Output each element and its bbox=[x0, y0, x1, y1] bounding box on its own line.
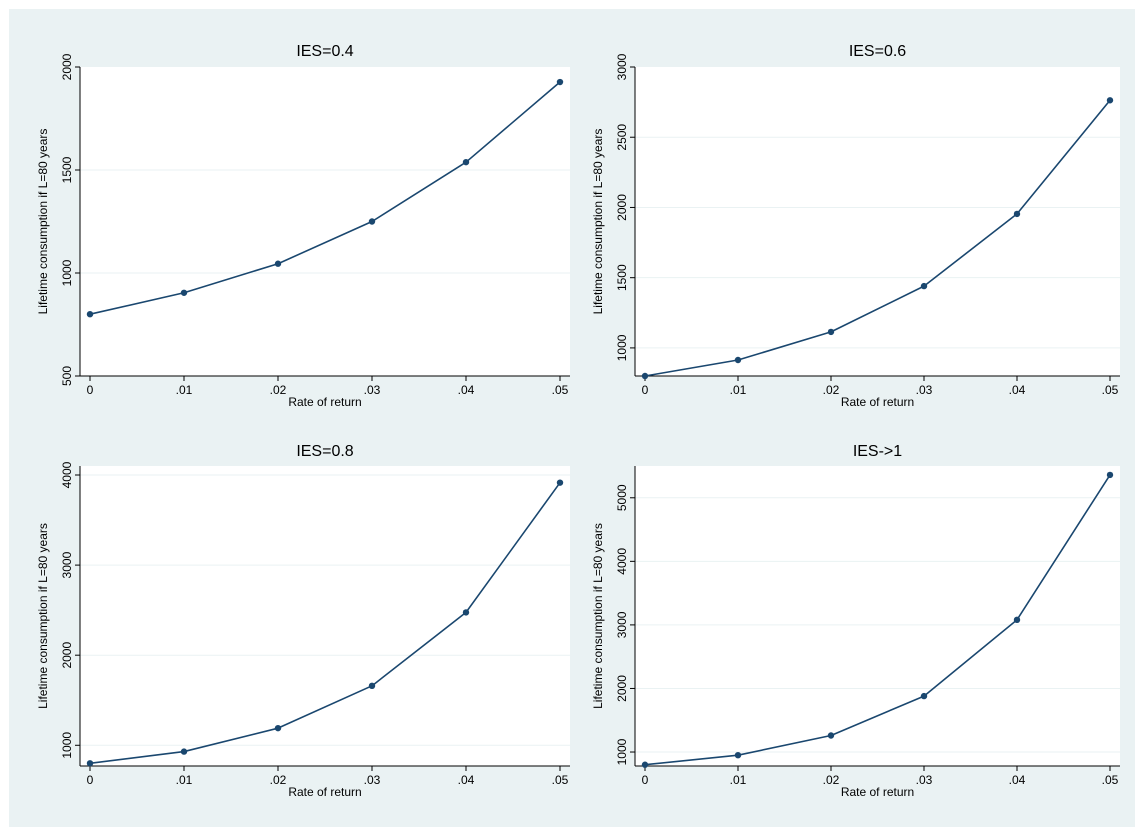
x-tick-label: 0 bbox=[87, 383, 94, 397]
y-tick-label: 500 bbox=[60, 366, 74, 386]
data-point bbox=[827, 328, 835, 336]
plot-area bbox=[635, 67, 1120, 376]
data-point bbox=[920, 282, 928, 290]
x-tick-label: .01 bbox=[730, 773, 747, 787]
x-tick-label: 0 bbox=[87, 773, 94, 787]
panel-title: IES=0.6 bbox=[849, 43, 906, 60]
x-tick-label: .05 bbox=[1102, 383, 1119, 397]
data-point bbox=[462, 158, 470, 166]
data-point bbox=[1106, 471, 1114, 479]
series-line bbox=[89, 482, 561, 765]
x-tick-label: .02 bbox=[270, 773, 287, 787]
data-point bbox=[368, 218, 376, 225]
x-tick-label: .04 bbox=[1009, 773, 1026, 787]
data-point bbox=[641, 372, 649, 380]
data-point bbox=[274, 260, 282, 267]
series-line bbox=[644, 474, 1111, 766]
y-tick-label: 1500 bbox=[60, 156, 74, 183]
x-axis-title: Rate of return bbox=[841, 395, 914, 409]
data-point bbox=[641, 761, 649, 768]
y-tick-label: 2000 bbox=[60, 53, 74, 80]
y-tick-label: 1000 bbox=[60, 732, 74, 759]
y-tick-label: 2500 bbox=[615, 124, 629, 151]
panel-1: 500 1000 1500 2000 0 .01 .02 .03 .04 .05 Rate of r… bbox=[36, 43, 570, 409]
series-line bbox=[89, 81, 561, 315]
x-tick-label: .02 bbox=[823, 383, 840, 397]
y-tick-label: 4000 bbox=[615, 548, 629, 575]
y-tick-label: 4000 bbox=[60, 461, 74, 488]
y-tick-label: 5000 bbox=[615, 484, 629, 511]
y-tick-label: 1000 bbox=[615, 334, 629, 361]
x-tick-label: .05 bbox=[552, 773, 569, 787]
panel-title: IES=0.8 bbox=[296, 443, 353, 460]
data-point bbox=[86, 760, 94, 767]
x-axis-title: Rate of return bbox=[288, 785, 361, 799]
x-tick-label: .05 bbox=[1102, 773, 1119, 787]
data-point bbox=[556, 78, 564, 86]
data-point bbox=[274, 724, 282, 732]
x-tick-label: .01 bbox=[176, 773, 193, 787]
data-point bbox=[86, 311, 94, 318]
plot-area bbox=[635, 466, 1120, 766]
data-point bbox=[734, 751, 742, 759]
x-axis-title: Rate of return bbox=[288, 395, 361, 409]
data-point bbox=[556, 479, 564, 486]
y-tick-label: 1000 bbox=[615, 738, 629, 765]
y-tick-label: 1000 bbox=[60, 259, 74, 286]
x-tick-label: .04 bbox=[458, 383, 475, 397]
plot-area bbox=[80, 466, 570, 766]
data-point bbox=[1013, 210, 1021, 218]
x-tick-label: 0 bbox=[642, 773, 649, 787]
data-point bbox=[1106, 97, 1114, 104]
y-tick-label: 3000 bbox=[60, 551, 74, 578]
y-axis-title: Lifetime consumption if L=80 years bbox=[591, 523, 605, 709]
panel-4: 1000 2000 3000 4000 5000 0 .01 .02 .03 .04 .05 Rate… bbox=[591, 443, 1120, 799]
x-tick-label: .02 bbox=[270, 383, 287, 397]
x-axis-title: Rate of return bbox=[841, 785, 914, 799]
panel-title: IES->1 bbox=[853, 443, 902, 460]
y-tick-label: 2000 bbox=[615, 675, 629, 702]
data-point bbox=[180, 748, 188, 755]
data-point bbox=[462, 609, 470, 616]
data-point bbox=[368, 682, 376, 690]
panels-group: 500 1000 1500 2000 0 .01 .02 .03 .04 .05 Rate of r… bbox=[36, 43, 1120, 799]
data-point bbox=[1013, 616, 1021, 624]
y-tick-label: 3000 bbox=[615, 53, 629, 80]
x-tick-label: .03 bbox=[916, 773, 933, 787]
plot-area bbox=[80, 67, 570, 376]
panel-title: IES=0.4 bbox=[296, 43, 353, 60]
x-tick-label: .02 bbox=[823, 773, 840, 787]
x-tick-label: .01 bbox=[176, 383, 193, 397]
y-tick-label: 2000 bbox=[615, 194, 629, 221]
series-line bbox=[644, 99, 1111, 377]
x-tick-label: .01 bbox=[730, 383, 747, 397]
data-point bbox=[180, 289, 188, 296]
x-tick-label: .05 bbox=[552, 383, 569, 397]
data-point bbox=[827, 732, 835, 739]
x-tick-label: .04 bbox=[458, 773, 475, 787]
x-tick-label: .03 bbox=[364, 383, 381, 397]
x-tick-label: .04 bbox=[1009, 383, 1026, 397]
x-tick-label: .03 bbox=[916, 383, 933, 397]
panel-2: 1000 1500 2000 2500 3000 0 .01 .02 .03 .04 .05 Rate… bbox=[591, 43, 1120, 409]
data-point bbox=[734, 356, 742, 364]
y-axis-title: Lifetime consumption if L=80 years bbox=[36, 129, 50, 315]
x-tick-label: 0 bbox=[642, 383, 649, 397]
y-axis-title: Lifetime consumption if L=80 years bbox=[36, 523, 50, 709]
y-axis-title: Lifetime consumption if L=80 years bbox=[591, 129, 605, 315]
x-tick-label: .03 bbox=[364, 773, 381, 787]
data-point bbox=[920, 692, 928, 700]
y-tick-label: 1500 bbox=[615, 264, 629, 291]
panel-3: 1000 2000 3000 4000 0 .01 .02 .03 .04 .05 Rate of … bbox=[36, 443, 570, 799]
y-tick-label: 2000 bbox=[60, 642, 74, 669]
y-tick-label: 3000 bbox=[615, 611, 629, 638]
